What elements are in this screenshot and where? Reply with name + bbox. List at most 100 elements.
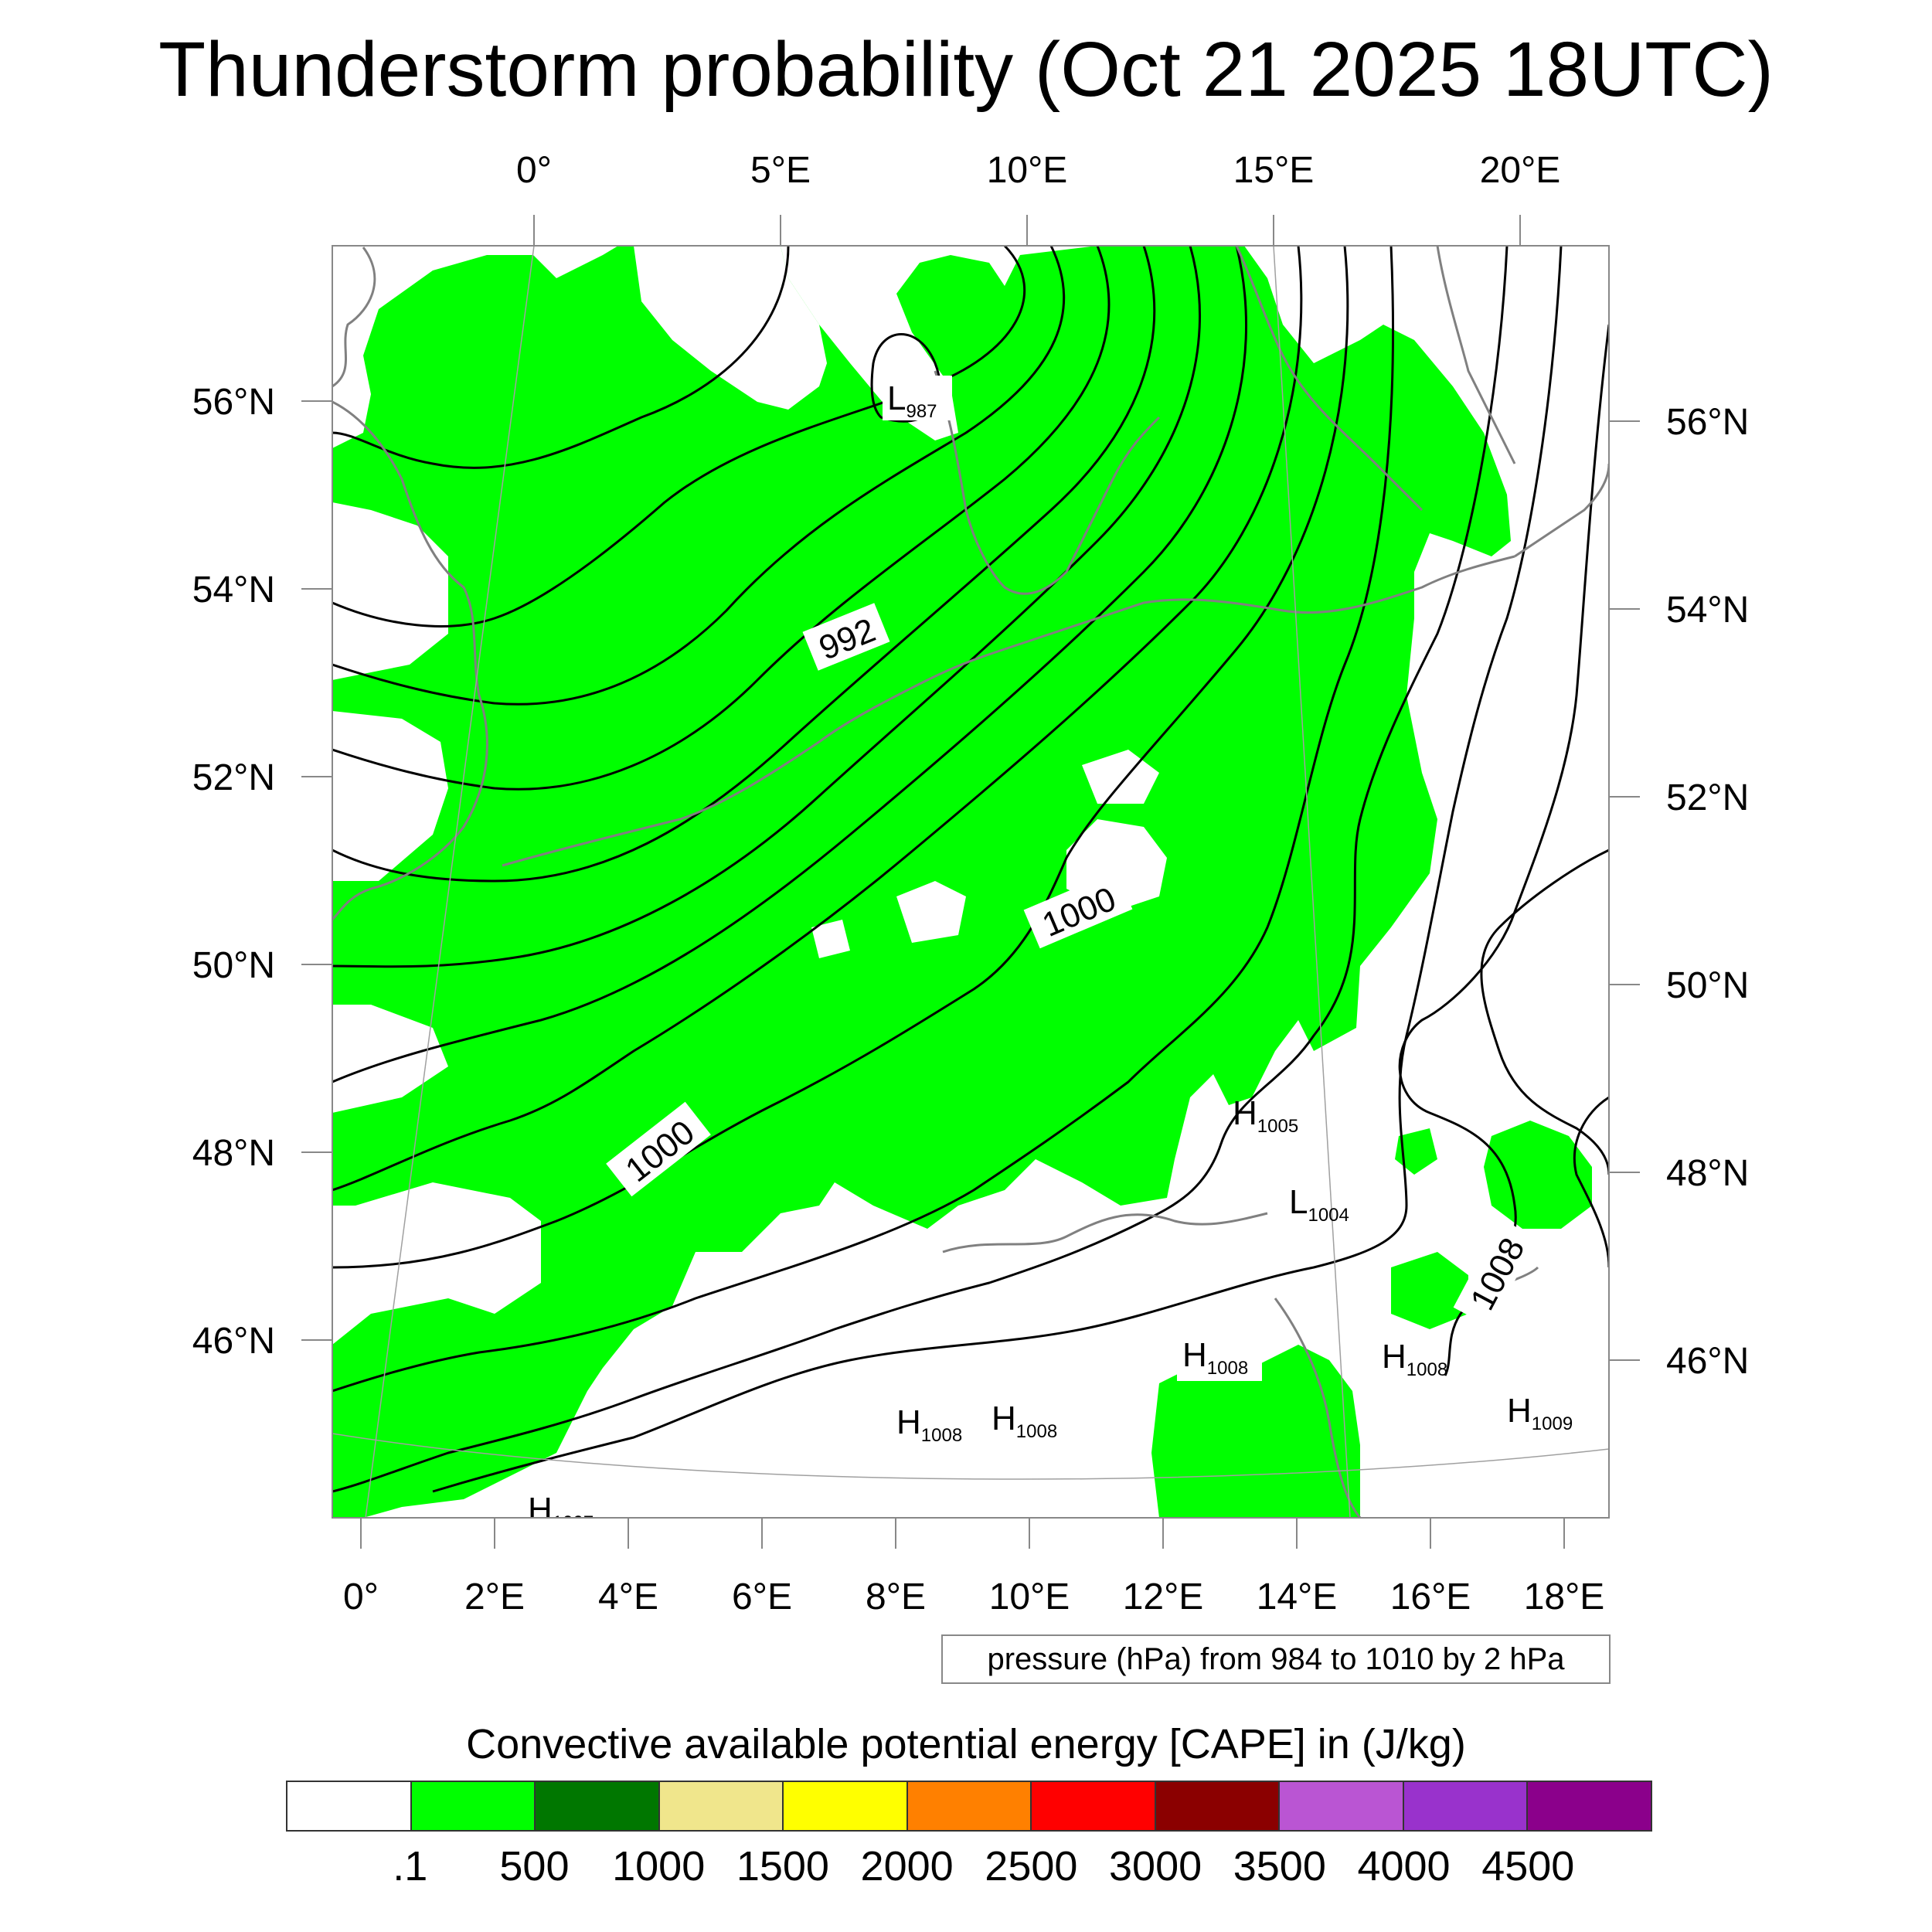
bottom-lon-label: 2°E bbox=[464, 1577, 525, 1617]
bottom-lon-label: 12°E bbox=[1123, 1577, 1204, 1617]
top-lon-label: 10°E bbox=[987, 150, 1068, 191]
isobar-l bbox=[432, 246, 1563, 1493]
pressure-center-h1008-a: H1008 bbox=[1177, 1333, 1262, 1381]
top-lon-label: 5°E bbox=[750, 150, 811, 191]
colorbar-box bbox=[659, 1782, 784, 1830]
isobar-c bbox=[332, 246, 1066, 706]
bottom-lon-label: 10°E bbox=[989, 1577, 1070, 1617]
right-lat-labels: 56°N 54°N 52°N 50°N 48°N 46°N bbox=[1666, 402, 1749, 1382]
cape-gap-4 bbox=[1082, 750, 1159, 804]
isobar-a bbox=[332, 246, 790, 469]
colorbar-label: 1000 bbox=[612, 1843, 706, 1889]
isobar-e bbox=[332, 246, 1156, 883]
isobar-h bbox=[332, 246, 1303, 1192]
isobar-g bbox=[332, 246, 1247, 1083]
top-lon-label: 20°E bbox=[1480, 150, 1561, 191]
colorbar-label: 3000 bbox=[1109, 1843, 1202, 1889]
map-area: 992 1000 1000 1008 L987 H1005 L1004 H100… bbox=[332, 246, 1609, 1518]
isobar-d bbox=[332, 246, 1111, 791]
bottom-lon-label: 6°E bbox=[732, 1577, 792, 1617]
coast-finland bbox=[1436, 246, 1516, 464]
graticule-lon-0 bbox=[365, 246, 535, 1518]
cape-region-lower-alps bbox=[1151, 1345, 1360, 1518]
left-lat-labels: 56°N 54°N 52°N 50°N 48°N 46°N bbox=[192, 382, 275, 1362]
colorbar-box bbox=[1280, 1782, 1404, 1830]
colorbar-box bbox=[1032, 1782, 1156, 1830]
colorbar-box bbox=[1528, 1782, 1651, 1830]
pressure-center-h1008-c: H1008 bbox=[896, 1403, 962, 1446]
isobar-j bbox=[332, 246, 1394, 1393]
colorbar-box bbox=[287, 1782, 412, 1830]
coast-denmark bbox=[934, 370, 1161, 595]
coast-britain-north bbox=[332, 247, 376, 388]
cape-region-east-2 bbox=[1391, 1252, 1468, 1329]
colorbar-label: 4000 bbox=[1357, 1843, 1451, 1889]
colorbar-label: 4500 bbox=[1481, 1843, 1575, 1889]
coast-netherlands-germany bbox=[502, 648, 1005, 867]
bottom-lon-label: 18°E bbox=[1524, 1577, 1605, 1617]
bottom-lon-labels: 0° 2°E 4°E 6°E 8°E 10°E 12°E 14°E 16°E 1… bbox=[343, 1577, 1604, 1617]
svg-text:L1004: L1004 bbox=[1289, 1183, 1349, 1226]
left-lat-label: 56°N bbox=[192, 382, 275, 423]
cape-region-east-3 bbox=[1395, 1128, 1437, 1175]
cape-gap-north-sea bbox=[634, 246, 827, 410]
right-lat-label: 52°N bbox=[1666, 777, 1749, 818]
isobar-n bbox=[1480, 849, 1609, 1175]
cape-region-main bbox=[332, 246, 1511, 1518]
left-lat-label: 52°N bbox=[192, 757, 275, 798]
map-frame bbox=[332, 245, 1610, 1519]
graticule bbox=[332, 246, 1609, 1518]
chart-title: Thunderstorm probability (Oct 21 2025 18… bbox=[158, 26, 1774, 113]
coast-adriatic bbox=[1274, 1298, 1362, 1518]
top-lon-axis bbox=[533, 215, 1521, 246]
right-lat-axis bbox=[1609, 420, 1640, 1361]
bottom-lon-label: 4°E bbox=[598, 1577, 658, 1617]
colorbar-label: 1500 bbox=[736, 1843, 829, 1889]
bottom-lon-label: 16°E bbox=[1390, 1577, 1471, 1617]
left-lat-label: 54°N bbox=[192, 570, 275, 611]
colorbar-label: 2500 bbox=[985, 1843, 1078, 1889]
svg-text:H1008: H1008 bbox=[1182, 1336, 1248, 1379]
graticule-lat-45n bbox=[332, 1433, 1609, 1480]
top-lon-labels: 0° 5°E 10°E 15°E 20°E bbox=[516, 150, 1560, 191]
cape-gap-2 bbox=[896, 881, 966, 943]
svg-text:H1005: H1005 bbox=[1233, 1094, 1298, 1137]
coast-gulf-riga bbox=[1514, 463, 1609, 558]
pressure-center-h1008-d: H1008 bbox=[992, 1400, 1057, 1442]
right-lat-label: 54°N bbox=[1666, 590, 1749, 631]
isobar-label-992: 992 bbox=[802, 603, 890, 671]
right-lat-label: 48°N bbox=[1666, 1153, 1749, 1194]
coast-baltic-south bbox=[1004, 555, 1515, 651]
svg-text:L987: L987 bbox=[887, 379, 937, 422]
colorbar-labels: .1 500 1000 1500 2000 2500 3000 3500 4000 4500 bbox=[286, 1839, 1652, 1893]
bottom-lon-label: 0° bbox=[343, 1577, 379, 1617]
colorbar-label: 3500 bbox=[1233, 1843, 1326, 1889]
colorbar-box bbox=[1403, 1782, 1529, 1830]
left-lat-axis bbox=[301, 400, 332, 1341]
isobars bbox=[332, 246, 1609, 1493]
isobar-o bbox=[1573, 1096, 1609, 1268]
right-lat-label: 56°N bbox=[1666, 402, 1749, 443]
bottom-lon-label: 8°E bbox=[866, 1577, 926, 1617]
colorbar-box bbox=[536, 1782, 660, 1830]
colorbar-box bbox=[907, 1782, 1032, 1830]
colorbar-box bbox=[1155, 1782, 1281, 1830]
coastlines bbox=[332, 246, 1609, 1518]
isobar-i bbox=[332, 246, 1349, 1269]
coast-alps bbox=[942, 1212, 1268, 1253]
svg-text:H1008: H1008 bbox=[1382, 1338, 1447, 1380]
pressure-center-h1009: H1009 bbox=[1507, 1392, 1573, 1434]
left-lat-label: 46°N bbox=[192, 1321, 275, 1362]
contour-info-box: pressure (hPa) from 984 to 1010 by 2 hPa bbox=[941, 1634, 1611, 1684]
svg-text:H1009: H1009 bbox=[1507, 1392, 1573, 1434]
right-lat-label: 50°N bbox=[1666, 965, 1749, 1006]
bottom-lon-label: 14°E bbox=[1257, 1577, 1338, 1617]
pressure-center-h1007: H1007 bbox=[522, 1488, 607, 1518]
colorbar-box bbox=[784, 1782, 908, 1830]
graticule-lon-15e bbox=[1273, 246, 1351, 1518]
colorbar-box bbox=[411, 1782, 536, 1830]
pressure-center-h1005: H1005 bbox=[1233, 1094, 1298, 1137]
left-lat-label: 48°N bbox=[192, 1133, 275, 1174]
isobar-f bbox=[332, 246, 1201, 968]
